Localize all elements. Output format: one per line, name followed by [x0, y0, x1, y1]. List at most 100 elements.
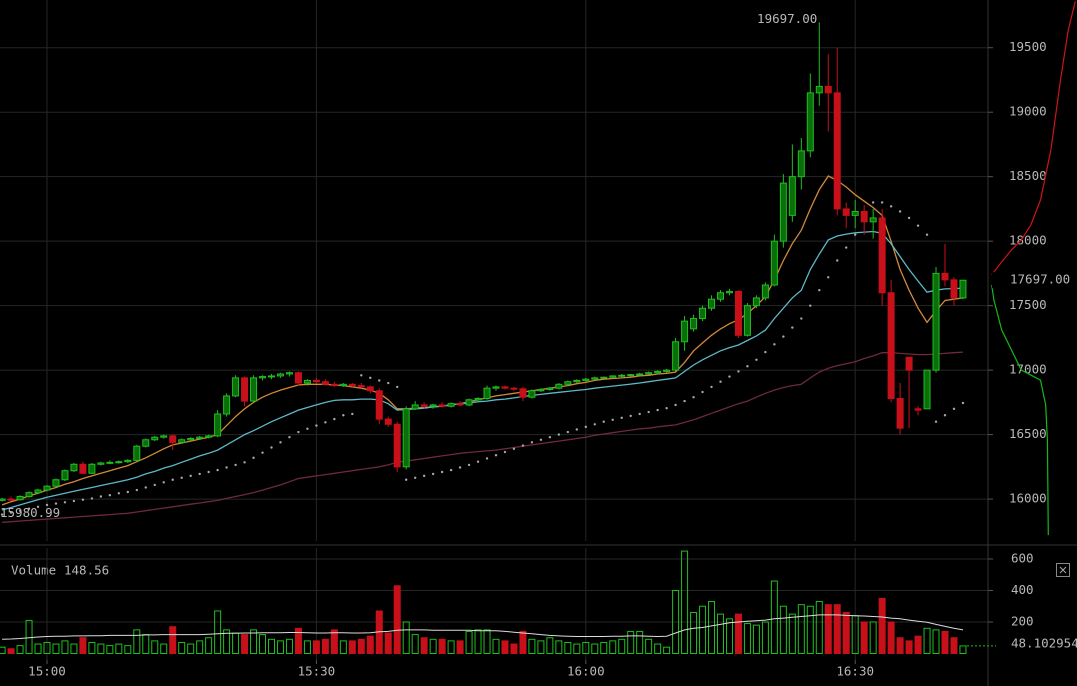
candle-body — [663, 369, 671, 372]
volume-bar — [555, 640, 563, 655]
candle-body — [214, 413, 222, 437]
candle-body — [851, 210, 859, 216]
volume-bar — [411, 634, 419, 654]
volume-bar — [887, 621, 895, 655]
sar-dot — [467, 463, 471, 467]
sar-dot — [737, 370, 740, 373]
candle-body — [672, 341, 680, 371]
sar-dot — [818, 288, 821, 292]
candle-body — [950, 279, 958, 299]
close-box[interactable] — [1056, 563, 1070, 577]
volume-bar — [690, 612, 698, 654]
sar-dot — [396, 385, 399, 389]
sar-dot — [180, 476, 183, 480]
volume-bar — [609, 640, 617, 655]
candle-body — [268, 375, 275, 378]
candle-body — [411, 404, 419, 410]
candle-body — [447, 403, 455, 407]
sar-dot — [665, 406, 668, 410]
candle-body — [438, 404, 446, 407]
candle-body — [375, 390, 383, 420]
candle-body — [914, 408, 922, 411]
sar-dot — [369, 376, 372, 380]
volume-bar — [797, 604, 805, 654]
candle-body — [510, 387, 518, 390]
y-tick-label: 17000 — [1009, 362, 1047, 377]
candle-body — [761, 284, 769, 299]
candle-body — [241, 377, 249, 402]
volume-bar — [510, 643, 518, 655]
sar-dot — [620, 416, 623, 420]
candle-body — [492, 386, 500, 389]
candle-body — [178, 439, 186, 443]
sar-dot — [557, 433, 561, 436]
close-button[interactable] — [1056, 563, 1070, 577]
volume-bar — [115, 643, 123, 655]
volume-bar — [205, 637, 213, 655]
sar-dot — [800, 317, 803, 320]
volume-bar — [187, 643, 195, 655]
sar-dot — [270, 446, 273, 449]
sar-dot — [521, 444, 525, 447]
candle-body — [788, 176, 796, 216]
volume-bar — [528, 638, 536, 654]
sar-dot — [782, 335, 785, 338]
sar-dot — [629, 414, 632, 418]
volume-tick-label: 200 — [1011, 613, 1034, 628]
sar-dot — [898, 210, 902, 213]
candle-body — [88, 463, 96, 474]
volume-bar — [663, 646, 671, 654]
volume-bar — [366, 635, 374, 654]
volume-bar — [0, 646, 6, 654]
candle-body — [465, 399, 473, 406]
sar-dot — [108, 494, 112, 497]
sar-dot — [728, 375, 731, 378]
candle-body — [797, 150, 805, 178]
candle-body — [429, 404, 437, 407]
sar-dot — [575, 428, 579, 431]
candle-body — [501, 386, 509, 389]
candle-body — [645, 372, 653, 375]
volume-bar — [268, 638, 275, 654]
sar-dot — [719, 380, 722, 383]
candle-body — [717, 292, 724, 300]
volume-bar — [259, 634, 267, 654]
sar-dot — [36, 505, 40, 509]
sar-dot — [710, 385, 713, 389]
sar-dot — [638, 412, 641, 416]
candle-body — [321, 381, 329, 385]
volume-bar — [627, 630, 635, 654]
candle-body — [142, 439, 150, 447]
sar-dot — [405, 478, 408, 481]
candle-body — [402, 408, 410, 468]
candle-body — [196, 436, 204, 439]
volume-bar — [88, 641, 96, 654]
candle-body — [708, 298, 716, 309]
sar-dot — [656, 408, 659, 412]
volume-bar — [321, 638, 329, 654]
candle-body — [285, 372, 293, 375]
close-icon[interactable] — [1059, 566, 1067, 574]
volume-bar — [276, 640, 284, 655]
candle-body — [869, 217, 877, 223]
volume-bar — [402, 621, 410, 655]
sar-dot — [342, 414, 345, 417]
volume-bar — [824, 604, 832, 654]
candle-body — [887, 292, 895, 399]
candle-body — [34, 489, 42, 494]
sar-dot — [81, 498, 85, 501]
volume-bar — [725, 618, 733, 655]
candle-body — [474, 397, 482, 401]
candle-body — [303, 379, 311, 384]
candle-body — [860, 210, 868, 223]
candle-body — [582, 378, 590, 381]
volume-bar — [420, 637, 428, 655]
y-tick-label: 16000 — [1009, 491, 1047, 506]
candle-body — [151, 436, 159, 441]
sar-dot — [99, 495, 103, 498]
volume-bar — [25, 619, 33, 654]
sar-dot — [871, 201, 875, 204]
x-tick-label: 16:00 — [567, 664, 605, 679]
candle-body — [824, 85, 832, 94]
